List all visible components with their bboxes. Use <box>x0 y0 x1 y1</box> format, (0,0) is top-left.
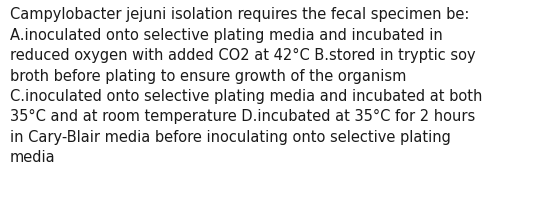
Text: Campylobacter jejuni isolation requires the fecal specimen be:
A.inoculated onto: Campylobacter jejuni isolation requires … <box>10 7 483 165</box>
